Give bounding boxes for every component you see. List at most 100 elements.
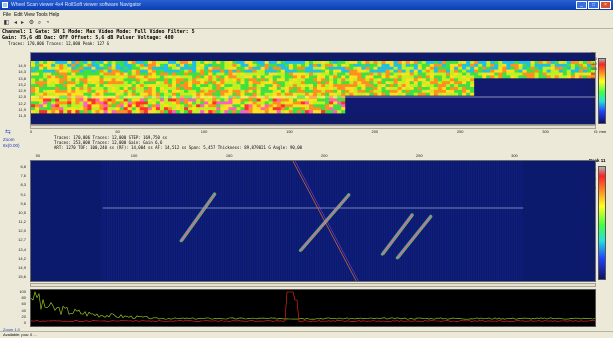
ascan-waveform (31, 290, 595, 322)
menu-file[interactable]: File (3, 12, 12, 18)
gauge-icon[interactable]: ◔ (45, 20, 50, 26)
colorbar-tick: 10 (591, 112, 595, 116)
colorbar-tick: 100 (591, 67, 597, 71)
menu-tools[interactable]: Tools (36, 12, 48, 18)
x-tick: 150 (286, 129, 293, 134)
cscan-units: G: mm (594, 129, 606, 134)
status-text: Available: pos: 0 ... (3, 332, 37, 337)
info-line-3: Traces: 170,006 Traces: 12,000 Peak: 127… (8, 41, 110, 46)
bscan-colorbar-ticks: 120 110 100 90 80 70 60 50 40 30 20 10 (590, 166, 596, 274)
x-tick: 300 (542, 129, 549, 134)
window-title: Wheel Scan viewer 4x4 RollSoft viewer so… (11, 2, 142, 8)
cursor-icon[interactable]: ⇆ (5, 129, 11, 136)
menu-view[interactable]: View (24, 12, 35, 18)
bscan-echo-edge (182, 194, 217, 242)
x-tick: 300 (511, 153, 518, 158)
cscan-y-tick: 11,9 (18, 106, 27, 112)
minimize-icon[interactable]: _ (576, 1, 587, 9)
bscan-info-2: Traces: 253,000 Traces: 12,000 Gain: Gai… (54, 140, 163, 145)
open-icon[interactable]: ◧ (3, 20, 10, 26)
cscan-y-tick: 12,9 (18, 88, 26, 93)
colorbar-tick: 90 (591, 72, 595, 76)
zoom-value[interactable]: 8x(0.00) (3, 143, 20, 148)
ascan-y-tick: 60 (21, 301, 26, 307)
colorbar-tick: 10 (590, 267, 594, 271)
ascan-yaxis: 100 80 60 40 20 0 (4, 289, 28, 327)
ascan-y-tick: 20 (21, 313, 26, 319)
colorbar-tick: 90 (590, 195, 594, 199)
colorbar-tick: 40 (590, 240, 594, 244)
app-icon (2, 2, 8, 8)
maximize-icon[interactable]: □ (588, 1, 599, 9)
bscan-echo-core (396, 215, 432, 259)
bscan-hscrollbar[interactable] (30, 283, 596, 287)
bscan-y-tick: 11,2 (18, 219, 27, 224)
bscan-colorbar (598, 166, 606, 280)
ascan-y-tick: 40 (21, 307, 26, 313)
x-tick: 250 (456, 129, 464, 134)
colorbar-tick: 70 (590, 213, 594, 217)
bscan-y-tick: 13,4 (18, 246, 26, 252)
bscan-y-tick: 9,1 (20, 191, 26, 197)
settings-icon[interactable]: ⚙ (28, 20, 35, 26)
ascan-signal-red (31, 291, 595, 322)
bscan-panel[interactable] (30, 160, 596, 282)
info-line-1: Channel: 1 Gate: SH 1 Mode: Max Video Mo… (2, 29, 195, 35)
ascan-y-tick: 100 (19, 289, 26, 294)
x-tick: 50 (35, 153, 41, 158)
cscan-xaxis: 0 50 100 150 200 250 300 (30, 129, 596, 134)
close-icon[interactable]: × (600, 1, 611, 9)
menu-edit[interactable]: Edit (14, 12, 23, 18)
cscan-y-tick: 13,2 (18, 81, 26, 87)
bscan-y-tick: 14,9 (18, 264, 26, 270)
colorbar-tick: Pk (591, 52, 596, 56)
bscan-y-tick: 7,6 (20, 173, 26, 179)
x-tick: 0 (30, 129, 33, 134)
toolbar: ◧ ◂ ▸ ⚙ ⌕ ◔ (0, 19, 613, 29)
bscan-y-tick: 8,3 (20, 182, 26, 188)
bscan-y-tick: 15,6 (18, 274, 26, 279)
colorbar-tick: 50 (590, 231, 594, 235)
cscan-panel[interactable] (30, 52, 596, 125)
info-line-2: Gain: 75,6 dB Dac: OFF Offset: 5,6 dB Pu… (2, 35, 174, 41)
ascan-y-tick: 80 (21, 295, 26, 301)
bscan-image (102, 161, 524, 281)
forward-icon[interactable]: ▸ (20, 20, 24, 26)
bscan-y-tick: 14,2 (18, 255, 26, 261)
cscan-y-tick: 13,8 (18, 75, 26, 81)
bscan-y-tick: 12,7 (18, 237, 26, 243)
menu-help[interactable]: Help (49, 12, 60, 18)
cscan-y-tick: 14,3 (18, 69, 26, 75)
search-icon[interactable]: ⌕ (37, 20, 42, 26)
cscan-cells (31, 61, 595, 114)
x-tick: 200 (320, 153, 328, 158)
cscan-yaxis: 14,9 14,3 13,8 13,2 12,9 12,5 12,2 11,9 11,5 (4, 53, 28, 124)
bscan-xaxis: 50 100 150 200 250 300 (30, 153, 596, 158)
status-bar: Available: pos: 0 ... (0, 331, 613, 338)
ascan-zoom-label[interactable]: Zoom 1.0 (3, 327, 20, 332)
cscan-hscrollbar[interactable] (30, 125, 596, 129)
x-tick: 100 (200, 129, 208, 134)
x-tick: 150 (225, 153, 233, 158)
colorbar-tick: 120 (590, 168, 596, 172)
zoom-label: Zoom (3, 137, 15, 142)
x-tick: 100 (130, 153, 138, 158)
colorbar-tick: 80 (591, 77, 595, 81)
back-icon[interactable]: ◂ (13, 20, 17, 26)
bscan-info-3: ART: 1270 TOF: 100,240 ss (RF): 14,004 s… (54, 145, 303, 150)
ascan-panel[interactable] (30, 289, 596, 327)
colorbar-tick: 70 (591, 82, 595, 86)
colorbar-tick: 40 (591, 97, 595, 101)
x-tick: 250 (416, 153, 423, 158)
ascan-signal-green (31, 290, 595, 320)
cscan-y-tick: 11,5 (18, 113, 27, 118)
colorbar-tick: 20 (591, 107, 595, 111)
bscan-echo-core (381, 214, 413, 255)
cscan-y-tick: 12,2 (18, 100, 26, 106)
bscan-y-tick: 6,8 (20, 164, 26, 169)
colorbar-tick: 100 (590, 186, 596, 190)
bscan-yaxis: 6,8 7,6 8,3 9,1 9,6 10,5 11,2 12,0 12,7 13,4 14,2 1… (4, 160, 28, 325)
title-bar: Wheel Scan viewer 4x4 RollSoft viewer so… (0, 0, 613, 10)
channel-info: Channel: 1 Gate: SH 1 Mode: Max Video Mo… (2, 29, 195, 47)
bscan-echo-core (180, 193, 216, 242)
